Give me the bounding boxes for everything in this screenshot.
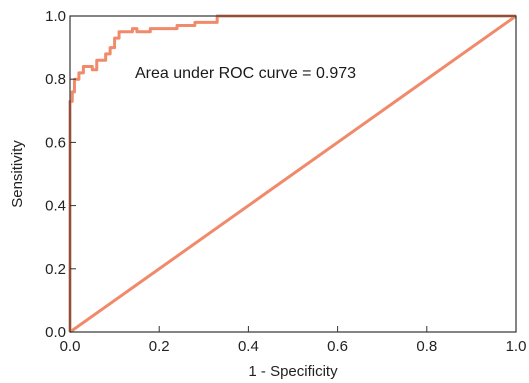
- auc-annotation: Area under ROC curve = 0.973: [135, 65, 356, 82]
- y-tick-label: 1.0: [45, 8, 66, 25]
- x-tick-label: 0.8: [416, 338, 437, 355]
- y-tick-label: 0.8: [45, 71, 66, 88]
- roc-curve-line: [68, 14, 516, 332]
- y-tick-label: 0.4: [45, 198, 66, 215]
- y-tick-label: 0.6: [45, 134, 66, 151]
- y-tick-label: 0.0: [45, 324, 66, 341]
- reference-diagonal-line: [69, 14, 517, 334]
- x-tick-label: 0.2: [149, 338, 170, 355]
- x-tick-label: 1.0: [506, 338, 527, 355]
- y-axis-label: Sensitivity: [9, 140, 26, 208]
- y-tick-label: 0.2: [45, 261, 66, 278]
- x-tick-label: 0.4: [238, 338, 259, 355]
- x-tick-label: 0.6: [327, 338, 348, 355]
- x-axis-label: 1 - Specificity: [248, 363, 338, 380]
- x-tick-label: 0.0: [60, 338, 81, 355]
- plot-frame: [69, 15, 517, 333]
